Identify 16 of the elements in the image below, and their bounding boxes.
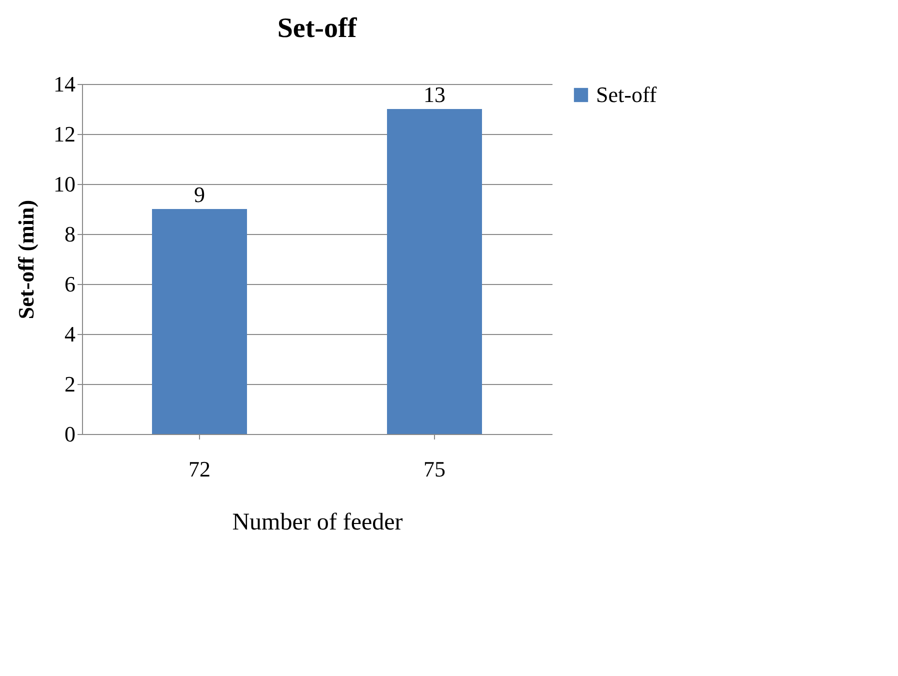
y-tick-label: 0: [64, 422, 76, 446]
y-tick-label: 8: [64, 222, 76, 246]
y-tick-label: 4: [64, 322, 76, 346]
legend-label: Set-off: [596, 82, 658, 107]
chart-title: Set-off: [277, 13, 358, 44]
data-label: 9: [194, 182, 205, 207]
y-tick-label: 10: [54, 172, 76, 196]
y-tick-label: 2: [64, 372, 76, 396]
y-tick-label: 14: [54, 72, 76, 96]
x-tick-label: 72: [188, 456, 210, 482]
y-tick-label: 6: [64, 272, 76, 296]
x-axis-title: Number of feeder: [232, 510, 403, 536]
y-tick-label: 12: [54, 122, 76, 146]
x-tick-label: 75: [424, 456, 446, 482]
data-label: 13: [424, 82, 446, 107]
y-axis-title: Set-off (min): [14, 200, 38, 320]
